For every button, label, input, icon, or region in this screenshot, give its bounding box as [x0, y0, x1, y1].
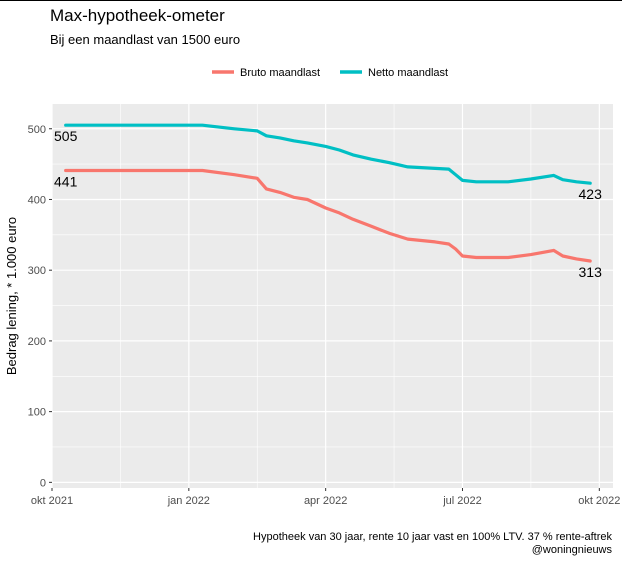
y-tick-label: 200 [28, 336, 46, 348]
grid-minor [52, 104, 613, 488]
y-tick-label: 100 [28, 407, 46, 419]
data-label: 441 [54, 173, 78, 189]
legend-label-netto: Netto maandlast [368, 67, 448, 79]
data-label: 423 [579, 186, 603, 202]
series-line-bruto [64, 168, 592, 263]
x-tick-label: okt 2021 [31, 495, 73, 507]
x-tick-label: jul 2022 [442, 495, 482, 507]
caption-line-2: @woningnieuws [532, 544, 613, 556]
data-label: 313 [579, 264, 603, 280]
series-line-netto [64, 123, 592, 185]
legend: Bruto maandlast Netto maandlast [212, 67, 448, 79]
chart-subtitle: Bij een maandlast van 1500 euro [50, 32, 240, 47]
y-tick-label: 0 [40, 477, 46, 489]
chart-title: Max-hypotheek-ometer [50, 6, 225, 25]
legend-label-bruto: Bruto maandlast [240, 67, 320, 79]
y-tick-label: 400 [28, 194, 46, 206]
y-axis: 0 100 200 300 400 500 [28, 124, 52, 489]
y-tick-label: 300 [28, 265, 46, 277]
series-lines [64, 123, 592, 263]
data-label: 505 [54, 128, 78, 144]
y-axis-label: Bedrag lening, * 1.000 euro [4, 217, 19, 375]
data-labels: 505 441 423 313 [54, 128, 602, 280]
x-tick-label: okt 2022 [578, 495, 620, 507]
y-tick-label: 500 [28, 124, 46, 136]
x-axis: okt 2021 jan 2022 apr 2022 jul 2022 okt 2022 [31, 488, 620, 507]
caption-line-1: Hypotheek van 30 jaar, rente 10 jaar vas… [253, 531, 612, 543]
x-tick-label: apr 2022 [304, 495, 347, 507]
grid-major [51, 104, 613, 488]
x-tick-label: jan 2022 [167, 495, 210, 507]
plot-panel [52, 104, 613, 488]
